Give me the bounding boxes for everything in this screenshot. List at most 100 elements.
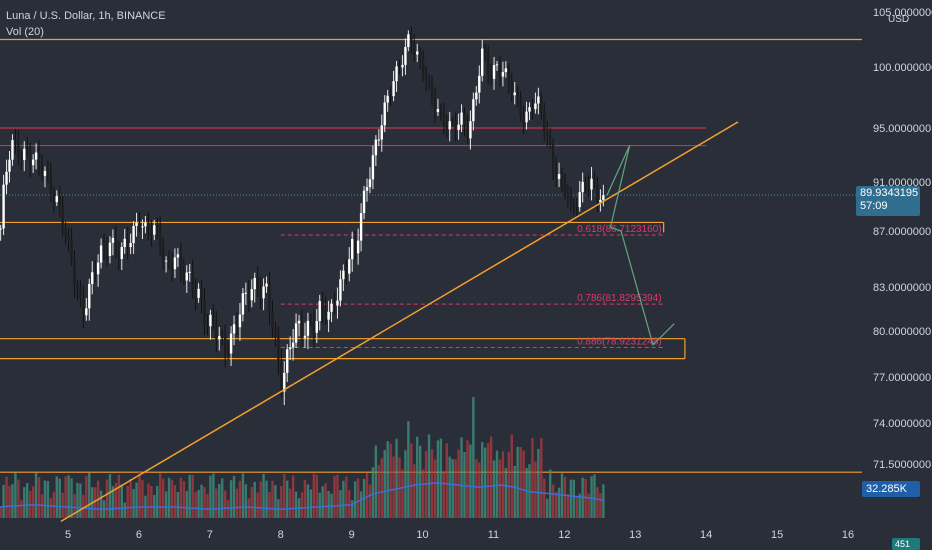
volume-bar [206,494,209,518]
candle-body [362,190,366,214]
candle-body [291,342,295,348]
candle-body [537,96,540,104]
volume-bar [150,486,153,518]
candle-body [120,247,123,260]
candle-body [478,75,481,93]
volume-bar [158,473,162,518]
candle-body [241,293,245,315]
candle-body [596,183,599,203]
volume-bar [407,421,410,518]
candle-body [501,72,505,77]
volume-indicator-label: Vol (20) [6,26,44,38]
volume-bar [572,479,576,518]
candle-body [23,148,26,160]
candle-body [528,107,531,112]
candle-body [531,107,534,110]
candle-body [144,222,147,227]
time-tick-label: 12 [558,529,570,541]
candle-body [454,121,457,131]
candle-body [105,249,109,257]
candle-body [191,271,194,290]
volume-bar [58,478,61,518]
candle-body [37,152,41,165]
volume-bars [0,397,605,518]
volume-bar [117,474,121,518]
volume-bar [85,476,88,518]
candles [0,26,605,406]
candle-body [43,170,47,176]
candle-body [410,34,413,45]
candle-body [315,321,318,333]
candle-body [5,171,8,185]
volume-bar [11,484,14,518]
volume-bar [457,449,460,518]
volume-bar [531,438,534,518]
price-axis[interactable]: 105.0000000100.000000095.000000091.00000… [862,0,932,550]
candle-body [247,292,251,301]
chart-legend: Luna / U.S. Dollar, 1h, BINANCE Vol (20) [6,8,166,40]
candle-body [389,95,392,97]
candle-body [324,310,327,320]
volume-bar [232,476,236,518]
volume-bar [82,494,85,518]
fib-levels: 0.618(86.7123160) 0.786(81.8295394) 0.886(… [280,224,664,349]
volume-bar [566,494,570,518]
candle-body [451,121,454,123]
volume-bar [23,487,26,518]
volume-bar [105,479,109,518]
candle-body [424,77,428,81]
trendline[interactable] [60,121,739,523]
volume-bar [309,489,313,518]
volume-bar [300,492,304,518]
volume-bar [99,490,103,518]
candle-body [436,109,440,113]
candle-body [483,48,487,54]
candle-body [226,353,230,355]
volume-bar [546,498,549,518]
volume-bar [416,436,419,518]
volume-bar [235,488,239,518]
volume-bar [348,490,351,518]
volume-bar [141,479,144,518]
volume-bar [294,491,298,518]
volume-bar [312,473,316,518]
volume-bar [436,440,440,518]
volume-bar [176,491,180,518]
volume-bar [596,487,599,518]
candle-body [253,277,256,290]
volume-bar [578,493,581,518]
candle-body [498,64,502,77]
volume-bar [418,445,422,518]
volume-bar [433,459,437,518]
volume-bar [14,472,17,518]
candle-body [265,283,268,287]
candle-body [380,125,383,140]
candle-body [575,206,578,208]
candle-body [578,192,581,208]
volume-bar [170,479,174,518]
time-tick-label: 5 [65,529,71,541]
time-tick-label: 15 [771,529,783,541]
candle-body [40,164,44,176]
volume-bar [114,483,118,518]
candle-body [11,140,14,160]
small-badge: 451 [892,538,920,550]
candle-body [203,300,206,325]
volume-bar [182,481,186,518]
candle-body [448,121,451,130]
candle-body [274,329,277,336]
volume-bar [392,456,395,518]
time-axis[interactable]: 5 6 7 8 9 10 11 12 13 14 15 16 [65,529,854,541]
volume-bar [93,487,97,518]
volume-bar [223,490,227,518]
volume-bar [265,480,268,518]
volume-bar [421,469,425,518]
candle-body [238,314,242,328]
candle-body [138,222,141,228]
price-tick-label: 77.0000000 [873,372,931,384]
candle-body [268,283,271,313]
candle-body [244,292,248,294]
volume-bar [5,476,8,518]
candle-body [566,195,570,197]
